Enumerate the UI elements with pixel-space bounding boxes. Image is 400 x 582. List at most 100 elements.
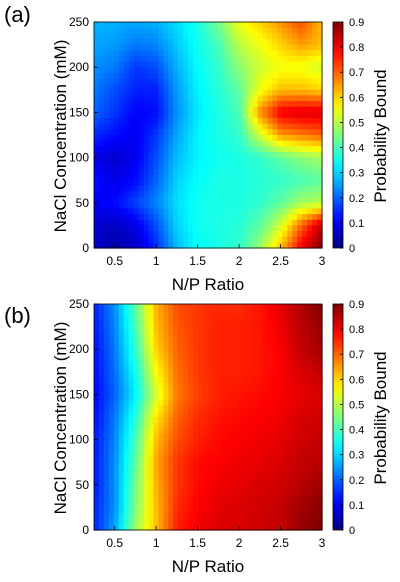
heatmap-cell <box>217 360 224 367</box>
heatmap-cell <box>272 33 278 40</box>
heatmap-cell <box>193 433 199 441</box>
heatmap-cell <box>128 304 135 311</box>
heatmap-cell <box>302 89 308 97</box>
heatmap-cell <box>158 473 164 480</box>
heatmap-cell <box>282 524 288 531</box>
heatmap-cell <box>317 507 323 514</box>
heatmap-cell <box>94 202 100 210</box>
heatmap-cell <box>98 22 105 29</box>
heatmap-cell <box>193 524 199 531</box>
heatmap-cell <box>282 439 288 446</box>
colorbar-tick-label: 0.5 <box>349 117 364 129</box>
heatmap-cell <box>307 236 313 243</box>
heatmap-cell <box>227 428 234 435</box>
heatmap-cell <box>252 22 259 29</box>
heatmap-cell <box>282 27 288 34</box>
heatmap-cell <box>287 445 293 452</box>
heatmap-cell <box>183 151 189 159</box>
heatmap-cell <box>143 95 150 102</box>
heatmap-cell <box>257 33 264 40</box>
heatmap-cell <box>98 388 105 395</box>
heatmap-cell <box>188 101 194 108</box>
heatmap-cell <box>143 67 150 74</box>
heatmap-cell <box>252 422 259 429</box>
heatmap-cell <box>247 507 254 514</box>
heatmap-cell <box>252 168 259 176</box>
heatmap-cell <box>203 168 209 176</box>
heatmap-cell <box>277 180 283 187</box>
heatmap-cell <box>203 78 209 85</box>
heatmap-cell <box>133 106 140 113</box>
heatmap-cell <box>267 163 274 170</box>
heatmap-cell <box>118 496 125 503</box>
heatmap-cell <box>257 55 264 63</box>
heatmap-cell <box>257 501 264 508</box>
heatmap-cell <box>208 236 214 243</box>
heatmap-cell <box>133 394 140 401</box>
heatmap-cell <box>128 95 135 102</box>
heatmap-cell <box>168 428 174 435</box>
heatmap-cell <box>168 219 174 226</box>
heatmap-cell <box>173 428 179 435</box>
heatmap-cell <box>252 467 259 475</box>
heatmap-cell <box>212 473 219 480</box>
heatmap-cell <box>148 123 155 130</box>
heatmap-cell <box>307 146 313 153</box>
heatmap-cell <box>272 197 278 204</box>
heatmap-cell <box>168 185 174 193</box>
heatmap-cell <box>297 417 303 424</box>
heatmap-cell <box>133 400 140 407</box>
heatmap-cell <box>317 163 323 170</box>
heatmap-cell <box>183 157 189 164</box>
heatmap-cell <box>198 422 204 429</box>
heatmap-cell <box>168 191 174 198</box>
heatmap-cell <box>312 479 318 486</box>
heatmap-cell <box>118 450 125 458</box>
heatmap-cell <box>252 129 259 136</box>
heatmap-cell <box>183 106 189 113</box>
heatmap-cell <box>133 411 140 418</box>
heatmap-cell <box>232 129 239 136</box>
heatmap-cell <box>242 38 249 46</box>
heatmap-cell <box>138 428 145 435</box>
heatmap-cell <box>108 315 115 322</box>
heatmap-cell <box>183 27 189 34</box>
heatmap-cell <box>302 405 308 412</box>
heatmap-cell <box>138 208 145 215</box>
heatmap-cell <box>307 428 313 435</box>
heatmap-cell <box>198 219 204 226</box>
heatmap-cell <box>252 518 259 525</box>
heatmap-cell <box>168 151 174 159</box>
heatmap-cell <box>267 44 274 51</box>
heatmap-cell <box>312 388 318 395</box>
heatmap-cell <box>193 191 199 198</box>
heatmap-cell <box>143 112 150 119</box>
heatmap-cell <box>98 89 105 97</box>
heatmap-cell <box>297 242 303 249</box>
heatmap-cell <box>118 89 125 97</box>
heatmap-cell <box>198 135 204 142</box>
heatmap-cell <box>143 513 150 520</box>
heatmap-cell <box>287 55 293 63</box>
heatmap-cell <box>208 95 214 102</box>
heatmap-cell <box>262 55 269 63</box>
heatmap-cell <box>198 507 204 514</box>
heatmap-cell <box>297 22 303 29</box>
heatmap-cell <box>208 377 214 384</box>
heatmap-cell <box>193 496 199 503</box>
heatmap-cell <box>203 129 209 136</box>
heatmap-cell <box>277 135 283 142</box>
heatmap-cell <box>272 106 278 113</box>
heatmap-cell <box>208 320 214 328</box>
heatmap-cell <box>297 518 303 525</box>
colorbar-gradient <box>332 303 344 531</box>
heatmap-cell <box>193 518 199 525</box>
heatmap-cell <box>168 366 174 373</box>
x-tick-label: 1 <box>153 254 160 268</box>
heatmap-cell <box>188 417 194 424</box>
heatmap-cell <box>257 518 264 525</box>
heatmap-cell <box>113 44 120 51</box>
heatmap-cell <box>267 67 274 74</box>
heatmap-cell <box>267 112 274 119</box>
heatmap-cell <box>188 450 194 458</box>
